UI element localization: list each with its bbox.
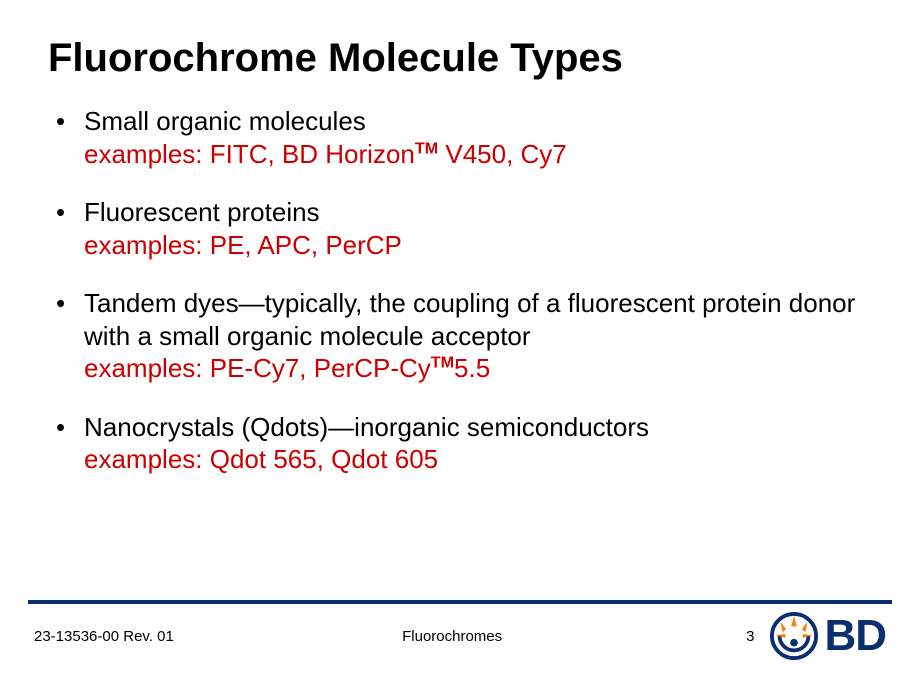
example-prefix: examples: FITC, BD Horizon [84,139,415,169]
footer-title: Fluorochromes [174,628,731,645]
bullet-text: Tandem dyes—typically, the coupling of a… [84,288,855,351]
example-prefix: examples: PE-Cy7, PerCP-Cy [84,353,431,383]
footer-page-number: 3 [730,628,770,645]
bullet-list: Small organic molecules examples: FITC, … [48,105,872,476]
footer-docnumber: 23-13536-00 Rev. 01 [34,628,174,645]
bd-logo: BD [770,611,886,661]
trademark-superscript: TM [415,139,438,157]
bullet-text: Small organic molecules [84,106,366,136]
footer-divider [28,600,892,604]
bullet-example: examples: FITC, BD HorizonTM V450, Cy7 [84,138,872,171]
bd-logo-icon [770,612,818,660]
bullet-example: examples: Qdot 565, Qdot 605 [84,443,872,476]
bullet-item: Tandem dyes—typically, the coupling of a… [56,287,872,385]
bullet-item: Nanocrystals (Qdots)—inorganic semicondu… [56,411,872,476]
bd-logo-text: BD [824,611,886,661]
bullet-item: Small organic molecules examples: FITC, … [56,105,872,170]
bullet-example: examples: PE-Cy7, PerCP-CyTM5.5 [84,352,872,385]
example-prefix: examples: PE, APC, PerCP [84,230,402,260]
bullet-text: Fluorescent proteins [84,197,320,227]
slide: Fluorochrome Molecule Types Small organi… [0,0,920,690]
example-suffix: V450, Cy7 [438,139,567,169]
slide-footer: 23-13536-00 Rev. 01 Fluorochromes 3 BD [0,608,920,664]
slide-title: Fluorochrome Molecule Types [48,36,872,81]
trademark-superscript: TM [431,353,454,371]
bullet-item: Fluorescent proteins examples: PE, APC, … [56,196,872,261]
example-prefix: examples: Qdot 565, Qdot 605 [84,444,438,474]
bullet-example: examples: PE, APC, PerCP [84,229,872,262]
bullet-text: Nanocrystals (Qdots)—inorganic semicondu… [84,412,649,442]
example-suffix: 5.5 [454,353,490,383]
